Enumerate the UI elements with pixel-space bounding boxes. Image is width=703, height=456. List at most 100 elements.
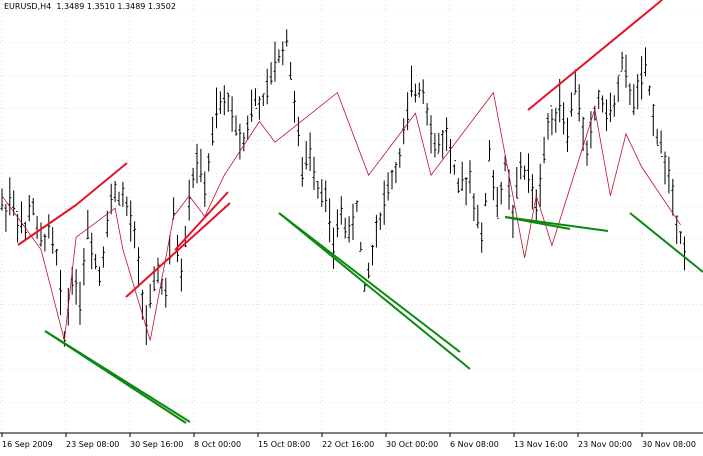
resistance-trendline[interactable] xyxy=(125,202,231,298)
price-bar xyxy=(242,132,246,152)
price-bar xyxy=(632,84,636,116)
price-bar xyxy=(148,283,152,309)
price-bar xyxy=(257,96,261,120)
price-bar xyxy=(304,141,308,170)
price-bar xyxy=(261,93,265,107)
support-trendline[interactable] xyxy=(504,216,571,230)
price-bar xyxy=(230,96,234,132)
price-bar xyxy=(351,203,355,240)
symbol-timeframe: EURUSD,H4 xyxy=(4,2,52,11)
price-bar xyxy=(468,160,472,194)
price-bar xyxy=(647,85,651,96)
price-bar xyxy=(78,281,82,325)
price-bar xyxy=(441,129,445,159)
price-bars xyxy=(0,29,686,347)
price-bar xyxy=(398,148,402,168)
price-bar xyxy=(101,246,105,268)
price-bar xyxy=(254,88,257,109)
price-bar xyxy=(644,47,647,77)
price-bar xyxy=(425,103,429,126)
support-trendline[interactable] xyxy=(44,330,191,423)
price-bar xyxy=(339,196,343,225)
resistance-trendline[interactable] xyxy=(17,204,77,246)
time-tick-label: 23 Nov 00:00 xyxy=(578,440,632,449)
price-bar xyxy=(542,136,546,164)
price-bar xyxy=(98,266,101,286)
price-bar xyxy=(394,161,398,184)
price-bar xyxy=(86,209,90,240)
price-bar xyxy=(636,74,640,110)
price-bar xyxy=(328,198,332,243)
price-bar xyxy=(651,104,655,137)
price-bar xyxy=(433,133,437,158)
price-bar xyxy=(105,210,109,238)
price-bar xyxy=(179,258,183,292)
price-bar xyxy=(82,248,86,286)
price-bar xyxy=(612,95,616,117)
price-bar xyxy=(90,232,94,270)
price-bar xyxy=(554,107,558,133)
zigzag-indicator xyxy=(1,91,681,341)
price-bar xyxy=(421,79,425,104)
price-bar xyxy=(683,236,686,271)
price-bar xyxy=(27,195,31,222)
price-bar xyxy=(359,241,363,252)
price-bar xyxy=(538,163,542,208)
price-bar xyxy=(113,180,117,203)
price-bar xyxy=(616,74,620,103)
zigzag-line xyxy=(1,91,681,341)
price-bar xyxy=(640,56,644,100)
price-bar xyxy=(495,186,499,219)
price-bar xyxy=(464,177,468,206)
price-bar xyxy=(343,217,347,239)
price-bar xyxy=(675,215,679,244)
price-bar xyxy=(203,171,207,207)
price-bar xyxy=(527,153,530,193)
price-bar xyxy=(608,92,612,123)
price-bar xyxy=(226,92,230,113)
price-bar xyxy=(109,183,113,215)
price-bar xyxy=(573,69,577,95)
price-bar xyxy=(456,178,460,194)
price-bar xyxy=(0,188,4,211)
price-bar xyxy=(663,151,667,185)
price-bar xyxy=(218,91,222,114)
price-bar xyxy=(117,191,121,206)
price-bar xyxy=(371,244,374,266)
price-bar xyxy=(546,113,550,140)
trendlines[interactable] xyxy=(17,0,703,424)
price-bar xyxy=(386,172,390,201)
price-bar xyxy=(347,216,351,243)
time-tick-label: 13 Nov 16:00 xyxy=(514,440,568,449)
support-trendline[interactable] xyxy=(278,212,471,370)
resistance-trendline[interactable] xyxy=(527,0,663,111)
price-bar xyxy=(605,99,608,132)
price-bar xyxy=(168,235,172,265)
time-tick-label: 22 Oct 16:00 xyxy=(322,440,374,449)
price-bar xyxy=(47,214,51,239)
price-bar xyxy=(31,198,35,216)
price-bar xyxy=(335,209,339,238)
price-bar xyxy=(74,269,78,305)
resistance-trendline[interactable] xyxy=(174,191,229,251)
price-bar xyxy=(472,193,476,222)
support-trendline[interactable] xyxy=(629,212,703,273)
price-bar xyxy=(43,233,47,252)
price-bar xyxy=(491,170,495,201)
price-bar xyxy=(679,231,683,244)
resistance-trendline[interactable] xyxy=(75,162,128,206)
price-bar xyxy=(207,153,211,172)
time-tick-label: 30 Nov 08:00 xyxy=(642,440,696,449)
price-bar xyxy=(449,139,452,174)
price-bar xyxy=(133,221,137,249)
price-bar xyxy=(156,257,160,284)
price-bar xyxy=(402,118,406,145)
price-bar xyxy=(312,156,316,190)
price-bar xyxy=(667,156,671,194)
time-tick-label: 30 Sep 16:00 xyxy=(130,440,183,449)
support-trendline[interactable] xyxy=(278,212,461,353)
price-bar xyxy=(503,155,507,172)
price-bar xyxy=(390,169,394,190)
